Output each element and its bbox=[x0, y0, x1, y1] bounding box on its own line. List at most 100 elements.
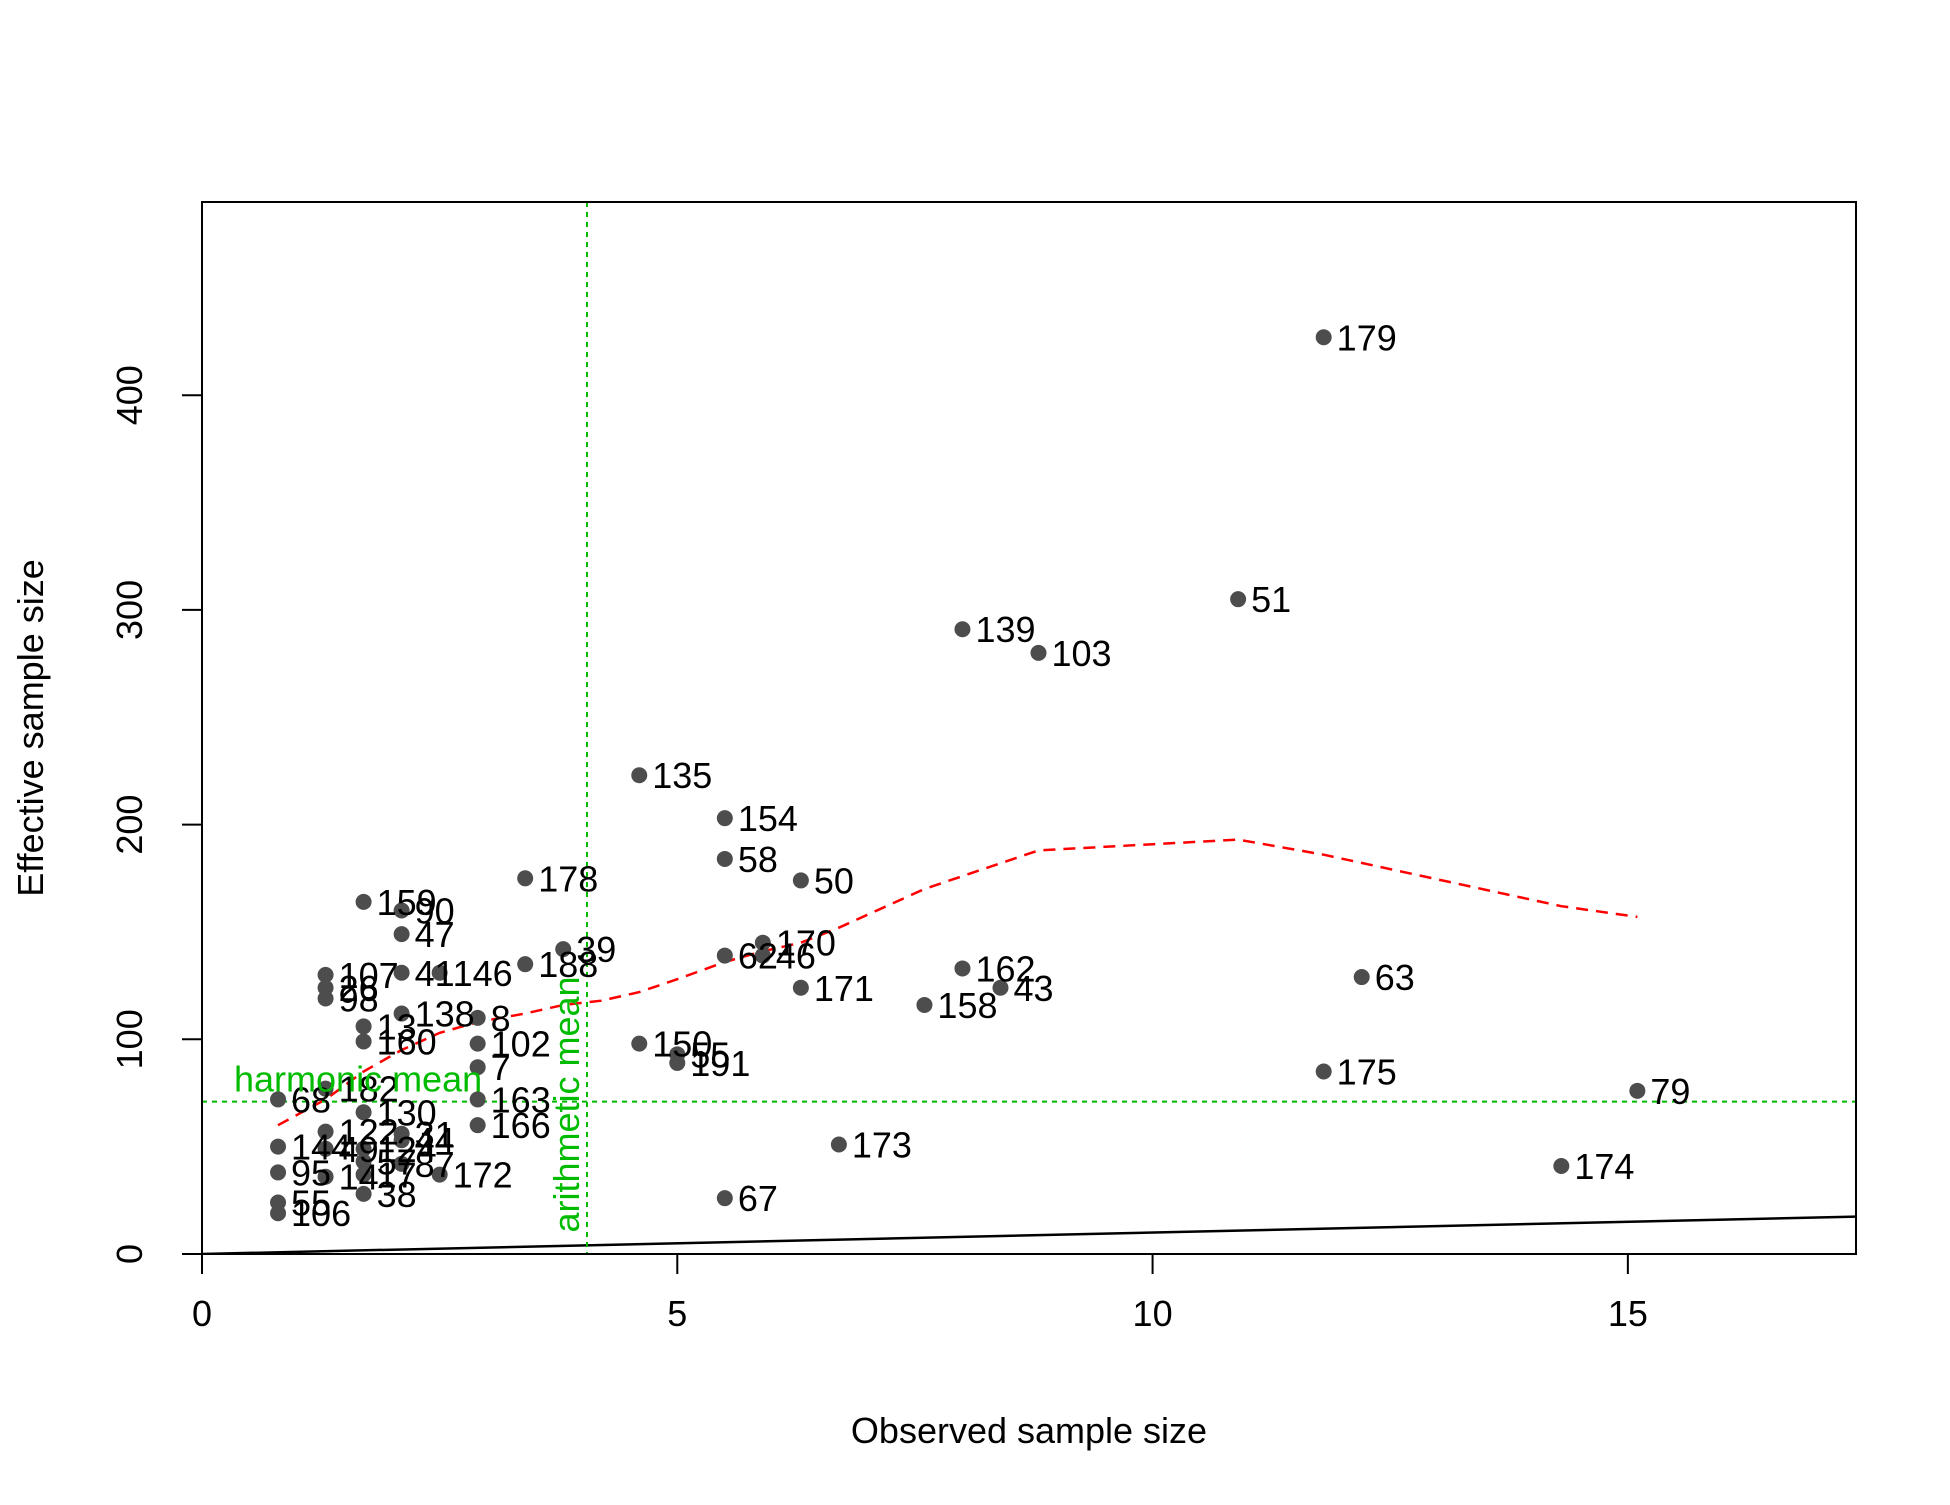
point-label: 170 bbox=[776, 923, 836, 964]
point-label: 55 bbox=[291, 1182, 331, 1223]
point-label: 39 bbox=[576, 929, 616, 970]
data-point bbox=[270, 1138, 287, 1155]
data-point bbox=[1315, 329, 1332, 346]
point-label: 49 bbox=[339, 1129, 379, 1170]
point-label: 57 bbox=[377, 1142, 417, 1183]
data-point bbox=[916, 996, 933, 1013]
data-point bbox=[669, 1054, 686, 1071]
point-label: 38 bbox=[377, 1174, 417, 1215]
data-point bbox=[954, 960, 971, 977]
x-tick-label: 15 bbox=[1608, 1293, 1648, 1334]
point-label: 17 bbox=[377, 1155, 417, 1196]
arithmetic-mean-label: arithmetic mean bbox=[546, 976, 587, 1232]
point-label: 122 bbox=[339, 1112, 399, 1153]
point-label: 62 bbox=[738, 936, 778, 977]
data-point bbox=[754, 934, 771, 951]
x-tick-label: 5 bbox=[667, 1293, 687, 1334]
point-label: 46 bbox=[776, 936, 816, 977]
point-label: 188 bbox=[538, 944, 598, 985]
data-point bbox=[631, 767, 648, 784]
data-point bbox=[1315, 1063, 1332, 1080]
point-label: 191 bbox=[690, 1043, 750, 1084]
data-point bbox=[469, 1035, 486, 1052]
point-label: 102 bbox=[491, 1024, 551, 1065]
y-tick-label: 300 bbox=[109, 580, 150, 640]
data-point bbox=[317, 1168, 334, 1185]
point-label: 7 bbox=[491, 1047, 511, 1088]
point-label: 103 bbox=[1052, 633, 1112, 674]
data-point bbox=[716, 850, 733, 867]
y-tick-label: 0 bbox=[109, 1244, 150, 1264]
point-label: 68 bbox=[291, 1079, 331, 1120]
data-point bbox=[1353, 969, 1370, 986]
data-point bbox=[469, 1059, 486, 1076]
data-point bbox=[393, 902, 410, 919]
reference-line bbox=[202, 1215, 1856, 1254]
data-point bbox=[954, 621, 971, 638]
point-label: 171 bbox=[814, 968, 874, 1009]
data-point bbox=[431, 964, 448, 981]
data-point bbox=[317, 1123, 334, 1140]
data-point bbox=[355, 1033, 372, 1050]
point-label: 139 bbox=[975, 609, 1035, 650]
data-point bbox=[469, 1091, 486, 1108]
point-label: 150 bbox=[652, 1024, 712, 1065]
data-point bbox=[393, 1155, 410, 1172]
point-label: 174 bbox=[1574, 1146, 1634, 1187]
point-label: 173 bbox=[852, 1125, 912, 1166]
data-point bbox=[716, 947, 733, 964]
data-point bbox=[270, 1205, 287, 1222]
point-label: 166 bbox=[491, 1105, 551, 1146]
data-point bbox=[792, 979, 809, 996]
point-label: 144 bbox=[291, 1127, 351, 1168]
point-label: 43 bbox=[1013, 968, 1053, 1009]
data-point bbox=[355, 893, 372, 910]
data-point bbox=[355, 1153, 372, 1170]
point-label: 41 bbox=[415, 953, 455, 994]
data-point bbox=[792, 872, 809, 889]
point-label: 138 bbox=[415, 994, 475, 1035]
data-point bbox=[469, 1117, 486, 1134]
data-point bbox=[517, 870, 534, 887]
point-label: 26 bbox=[339, 968, 379, 1009]
smoother-line bbox=[277, 838, 1638, 1127]
point-label: 130 bbox=[377, 1092, 437, 1133]
data-point bbox=[393, 1132, 410, 1149]
x-tick-label: 0 bbox=[192, 1293, 212, 1334]
point-label: 51 bbox=[1251, 579, 1291, 620]
point-label: 87 bbox=[415, 1144, 455, 1185]
data-point bbox=[631, 1035, 648, 1052]
point-label: 179 bbox=[1337, 317, 1397, 358]
data-point bbox=[754, 947, 771, 964]
point-label: 135 bbox=[652, 755, 712, 796]
data-point bbox=[716, 1190, 733, 1207]
data-point bbox=[517, 956, 534, 973]
data-point bbox=[270, 1091, 287, 1108]
data-point bbox=[393, 1005, 410, 1022]
point-label: 58 bbox=[738, 839, 778, 880]
point-label: 67 bbox=[738, 1178, 778, 1219]
point-label: 182 bbox=[339, 1069, 399, 1110]
point-label: 172 bbox=[453, 1155, 513, 1196]
point-label: 47 bbox=[415, 914, 455, 955]
y-axis-title: Effective sample size bbox=[10, 559, 51, 896]
point-label: 160 bbox=[377, 1021, 437, 1062]
data-point bbox=[317, 1080, 334, 1097]
data-point bbox=[469, 1009, 486, 1026]
point-label: 162 bbox=[975, 948, 1035, 989]
harmonic-mean-label: harmonic mean bbox=[234, 1059, 482, 1100]
data-point bbox=[317, 990, 334, 1007]
data-point bbox=[355, 1104, 372, 1121]
data-point bbox=[355, 1140, 372, 1157]
data-point bbox=[992, 979, 1009, 996]
y-tick-label: 400 bbox=[109, 365, 150, 425]
data-point bbox=[830, 1136, 847, 1153]
point-label: 175 bbox=[1337, 1052, 1397, 1093]
x-axis-title: Observed sample size bbox=[851, 1410, 1207, 1451]
point-label: 178 bbox=[538, 858, 598, 899]
data-point bbox=[1030, 644, 1047, 661]
point-label: 154 bbox=[738, 798, 798, 839]
